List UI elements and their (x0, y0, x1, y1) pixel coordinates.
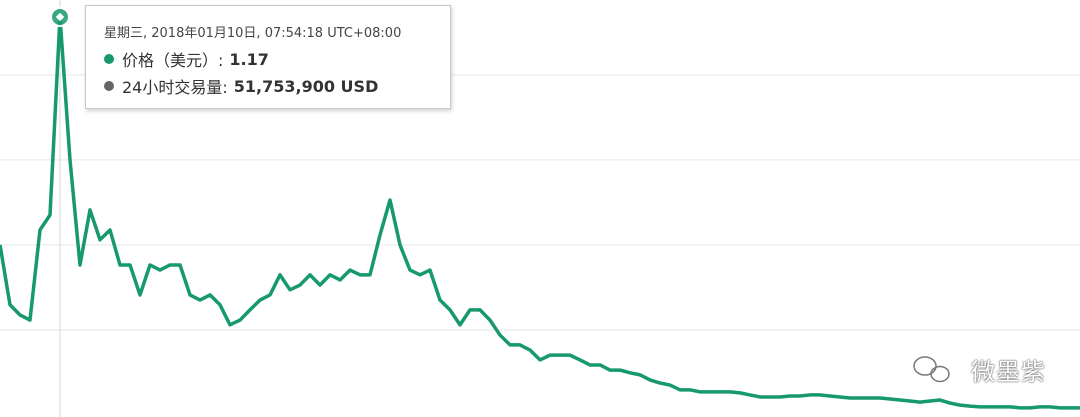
price-line (0, 15, 1080, 410)
volume-dot (104, 81, 114, 91)
volume-value: 51,753,900 USD (233, 76, 379, 96)
tooltip: 星期三, 2018年01月10日, 07:54:18 UTC+08:00 价格（… (85, 5, 451, 109)
tooltip-date: 星期三, 2018年01月10日, 07:54:18 UTC+08:00 (104, 26, 402, 41)
tooltip-volume-row: 24小时交易量: 51,753,900 USD (104, 74, 438, 98)
price-label: 价格（美元）: (122, 51, 224, 70)
watermark-icon (913, 356, 950, 383)
tooltip-price-row: 价格（美元）: 1.17 (104, 47, 438, 71)
price-dot (104, 54, 114, 64)
price-value: 1.17 (229, 49, 269, 69)
watermark: 微墨紫 (971, 358, 1046, 386)
hover-marker-center (55, 12, 65, 22)
volume-label: 24小时交易量: (122, 78, 228, 97)
